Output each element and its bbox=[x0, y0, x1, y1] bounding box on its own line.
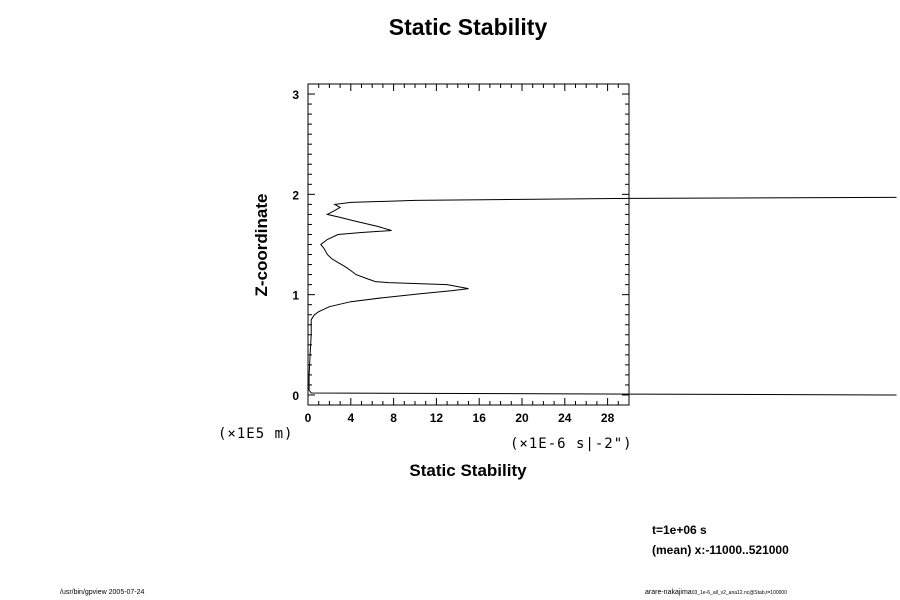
x-axis-label: Static Stability bbox=[409, 461, 527, 480]
x-tick-label: 8 bbox=[390, 411, 397, 425]
x-tick-label: 24 bbox=[558, 411, 572, 425]
x-tick-label: 12 bbox=[430, 411, 444, 425]
x-axis-unit: (×1E-6 s|-2") bbox=[510, 436, 633, 452]
x-tick-label: 16 bbox=[473, 411, 487, 425]
axis-ticks bbox=[307, 83, 630, 406]
y-axis-unit: (×1E5 m) bbox=[218, 426, 294, 442]
footer-right-small: 03_1e-6_all_v2_ana12.nc@Stab,t=100000 bbox=[691, 590, 787, 596]
footer-right: arare-nakajima03_1e-6_all_v2_ana12.nc@St… bbox=[645, 589, 787, 596]
y-tick-label: 3 bbox=[292, 88, 299, 102]
time-annotation: t=1e+06 s bbox=[652, 523, 707, 537]
chart-title: Static Stability bbox=[388, 14, 548, 40]
mean-annotation: (mean) x:-11000..521000 bbox=[652, 543, 789, 557]
footer-left: /usr/bin/gpview 2005-07-24 bbox=[60, 589, 145, 596]
x-tick-label: 20 bbox=[515, 411, 529, 425]
x-tick-label: 0 bbox=[305, 411, 312, 425]
y-tick-label: 1 bbox=[292, 289, 299, 303]
y-axis-label: Z-coordinate bbox=[252, 193, 271, 297]
x-tick-label: 28 bbox=[601, 411, 615, 425]
series-line bbox=[308, 196, 897, 396]
y-tick-label: 2 bbox=[292, 188, 299, 202]
footer-right-main: arare-nakajima bbox=[645, 589, 692, 596]
x-tick-label: 4 bbox=[347, 411, 354, 425]
plot-frame bbox=[307, 83, 630, 406]
annotation-block: t=1e+06 s (mean) x:-11000..521000 bbox=[652, 520, 789, 560]
y-tick-label: 0 bbox=[292, 389, 299, 403]
